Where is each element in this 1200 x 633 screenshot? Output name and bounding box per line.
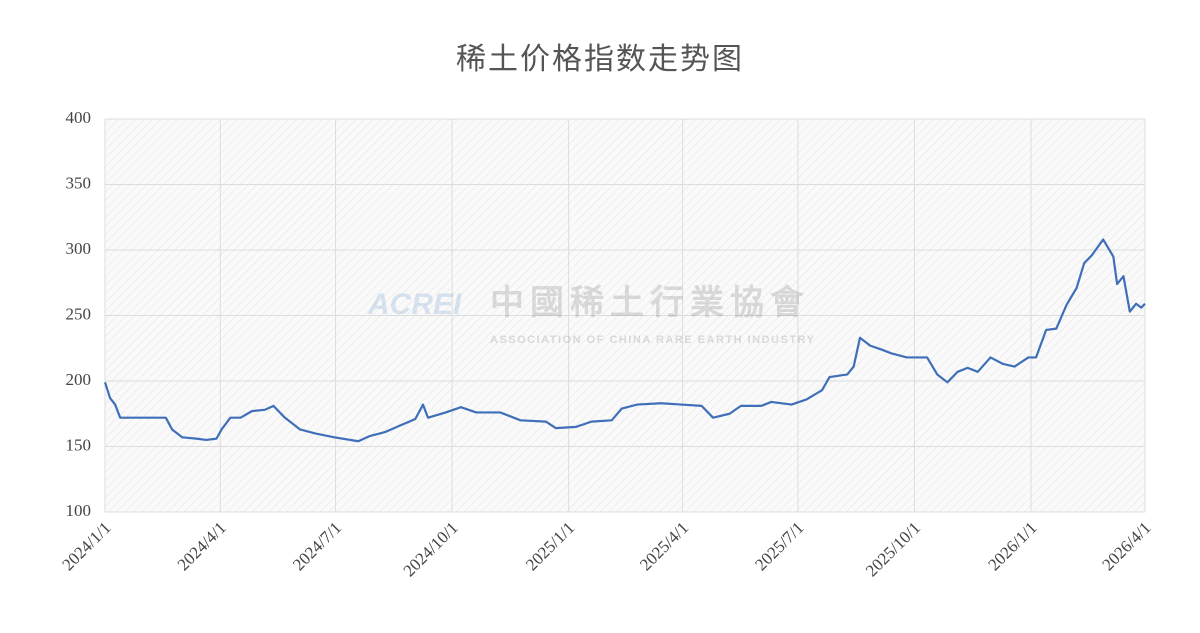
x-tick-label: 2024/1/1 — [58, 518, 114, 574]
watermark-logo: ACREI — [367, 288, 462, 321]
watermark-name: 中國稀土行業協會 — [490, 284, 810, 322]
y-tick-label: 400 — [66, 108, 92, 127]
x-tick-label: 2025/10/1 — [862, 518, 924, 580]
y-tick-label: 150 — [66, 435, 92, 454]
chart-title: 稀土价格指数走势图 — [456, 43, 744, 76]
x-tick-label: 2026/4/1 — [1098, 518, 1154, 574]
x-tick-label: 2025/1/1 — [522, 518, 578, 574]
x-tick-label: 2024/7/1 — [289, 518, 345, 574]
watermark: ACREI 中國稀土行業協會 ASSOCIATION OF CHINA RARE… — [367, 284, 815, 346]
x-tick-label: 2024/10/1 — [399, 518, 461, 580]
watermark-english: ASSOCIATION OF CHINA RARE EARTH INDUSTRY — [490, 334, 815, 346]
x-tick-label: 2025/4/1 — [636, 518, 692, 574]
y-tick-label: 250 — [66, 304, 92, 323]
x-tick-label: 2025/7/1 — [751, 518, 807, 574]
y-tick-label: 300 — [66, 239, 92, 258]
y-tick-label: 350 — [66, 173, 92, 192]
x-tick-label: 2026/1/1 — [984, 518, 1040, 574]
data-line — [103, 238, 1146, 443]
y-tick-label: 200 — [66, 370, 92, 389]
y-tick-label: 100 — [66, 501, 92, 520]
x-tick-label: 2024/4/1 — [174, 518, 230, 574]
